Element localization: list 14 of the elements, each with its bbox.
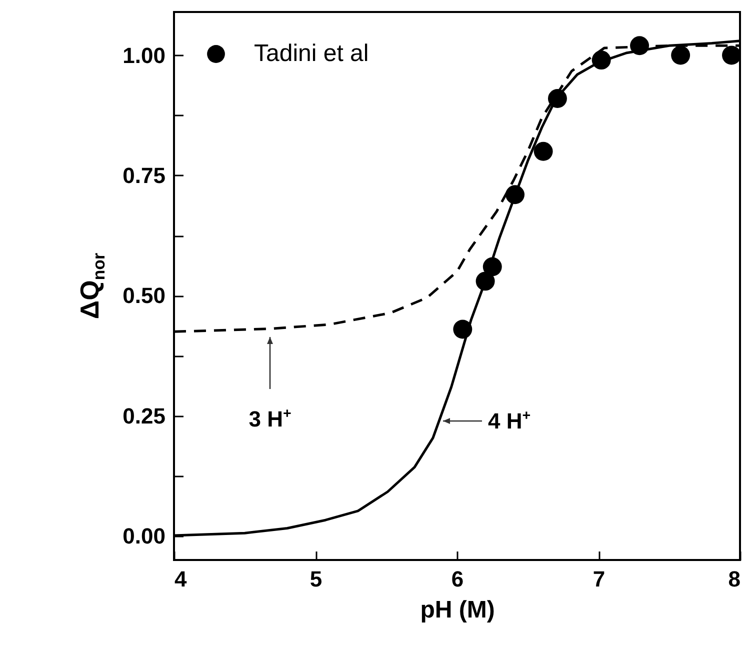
x-tick-label: 5 — [310, 566, 322, 592]
legend-label: Tadini et al — [254, 40, 369, 67]
annotation: 4 H$^{+}$ — [488, 408, 531, 434]
x-axis-title: pH (M) — [420, 596, 495, 624]
y-tick-label: 0.75 — [122, 162, 166, 188]
y-tick-label: 0.50 — [122, 283, 166, 308]
y-tick-label: 0.25 — [122, 403, 166, 428]
x-tick-label: 7 — [592, 566, 606, 592]
x-tick-label: 8 — [728, 566, 740, 592]
annotation: 3 H$^{+}$ — [248, 406, 292, 432]
x-tick-label: 6 — [451, 566, 464, 592]
y-tick-label: 0.00 — [122, 523, 166, 548]
x-tick-label: 4 — [174, 566, 188, 592]
y-tick-label: 1.00 — [122, 42, 166, 68]
